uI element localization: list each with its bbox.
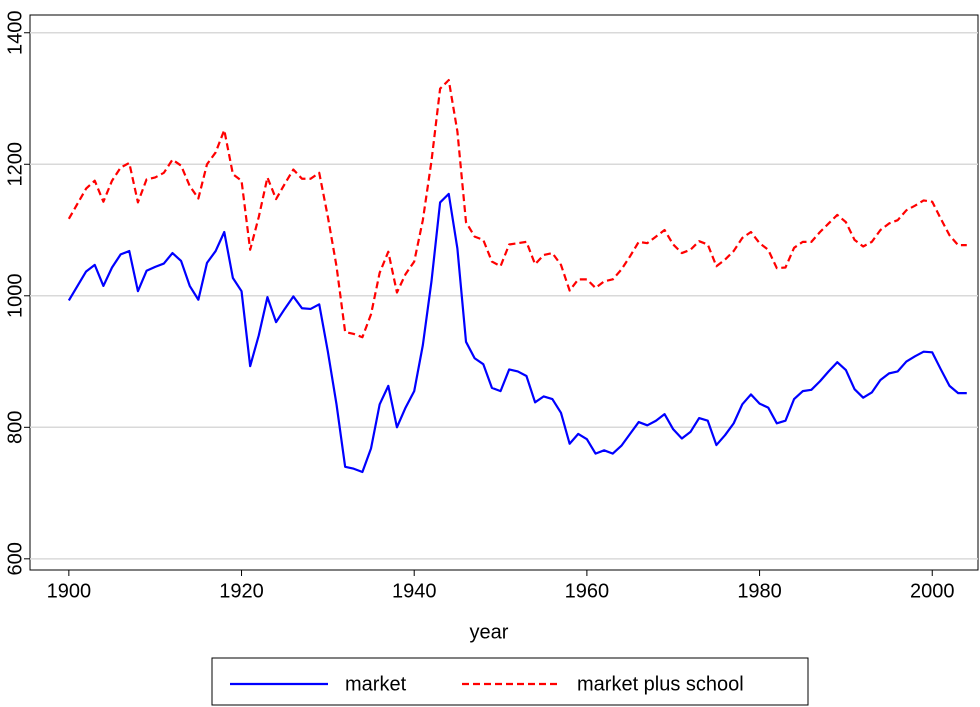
x-tick-label: 1960 [565,580,610,602]
plot-frame [29,14,979,571]
y-tick-label: 800 [4,411,26,444]
legend-label: market plus school [577,673,744,695]
x-tick-label: 1940 [392,580,437,602]
x-axis-label: year [470,621,509,643]
y-tick-label: 1200 [4,142,26,187]
x-tick-label: 1900 [47,580,92,602]
y-tick-label: 1400 [4,11,26,56]
x-tick-label: 1980 [737,580,782,602]
legend-box [211,657,809,706]
y-tick-label: 600 [4,542,26,575]
legend-label: market [345,673,407,695]
x-tick-label: 1920 [219,580,264,602]
series-line [67,192,967,474]
y-tick-label: 1000 [4,274,26,319]
x-tick-label: 2000 [910,580,955,602]
series-line [67,79,967,339]
